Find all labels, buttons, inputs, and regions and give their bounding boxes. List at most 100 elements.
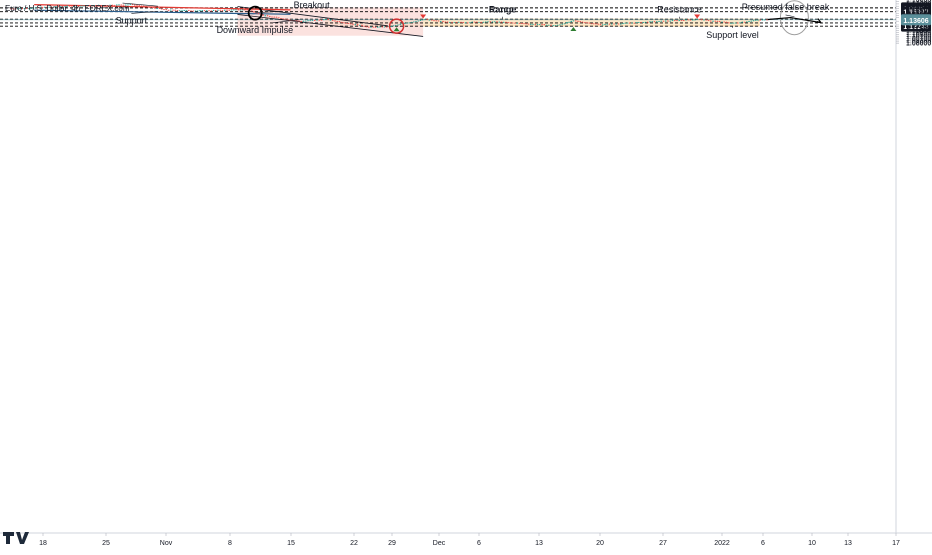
candle-body bbox=[754, 19, 757, 21]
candle-body bbox=[748, 21, 750, 23]
candle-body bbox=[631, 22, 633, 24]
candle-body bbox=[556, 24, 559, 26]
candle-body bbox=[520, 23, 523, 24]
candle-body bbox=[529, 23, 532, 25]
candle-body bbox=[475, 21, 478, 23]
candle-body bbox=[538, 24, 541, 25]
candle-body bbox=[370, 26, 372, 28]
candle-body bbox=[482, 21, 485, 23]
candle-body bbox=[149, 6, 152, 8]
candle-body bbox=[210, 10, 213, 12]
candle-body bbox=[660, 20, 663, 22]
candle-body bbox=[68, 5, 71, 7]
candle-body bbox=[644, 21, 647, 23]
candle-body bbox=[307, 20, 309, 22]
candle-body bbox=[588, 22, 591, 24]
candle-body bbox=[158, 8, 161, 9]
candle-body bbox=[664, 20, 667, 22]
candle-body bbox=[246, 9, 249, 11]
candle-body bbox=[424, 19, 426, 21]
candle-body bbox=[626, 22, 629, 24]
candle-body bbox=[694, 19, 696, 21]
candle-body bbox=[613, 23, 615, 25]
candle-body bbox=[21, 8, 24, 10]
candle-body bbox=[235, 9, 237, 11]
candle-body bbox=[352, 23, 354, 25]
candle-body bbox=[39, 7, 42, 9]
candle-body bbox=[599, 24, 602, 25]
candle-body bbox=[563, 23, 566, 25]
candle-body bbox=[426, 19, 429, 21]
candle-body bbox=[165, 9, 168, 10]
y-tick-label: 1.15500 bbox=[906, 8, 931, 15]
y-tick-label: 1.16500 bbox=[906, 4, 931, 11]
candle-body bbox=[466, 22, 469, 24]
candle-body bbox=[457, 21, 460, 23]
candle-body bbox=[102, 5, 105, 6]
annotation-label-1: Support bbox=[116, 15, 148, 25]
candle-body bbox=[550, 24, 552, 26]
candle-body bbox=[226, 9, 228, 11]
candle-body bbox=[766, 19, 768, 21]
annotation-label-6: Support level bbox=[706, 30, 759, 40]
candle-body bbox=[658, 21, 660, 22]
candles-layer bbox=[10, 3, 768, 28]
candle-body bbox=[523, 23, 525, 25]
x-tick-label: 17 bbox=[892, 540, 900, 547]
candle-body bbox=[338, 21, 341, 23]
y-tick-label: 1.08600 bbox=[906, 41, 931, 48]
candle-body bbox=[284, 18, 287, 20]
candle-body bbox=[642, 22, 645, 23]
candle-body bbox=[203, 10, 206, 12]
candle-body bbox=[275, 16, 278, 18]
candle-body bbox=[606, 23, 609, 25]
candle-body bbox=[703, 19, 705, 21]
y-tick-label: 1.10900 bbox=[906, 30, 931, 37]
candle-body bbox=[759, 19, 762, 21]
candle-body bbox=[745, 21, 748, 23]
candle-body bbox=[282, 18, 285, 20]
candle-body bbox=[239, 9, 242, 11]
candle-body bbox=[142, 5, 145, 7]
candle-body bbox=[185, 10, 188, 11]
candle-body bbox=[763, 19, 766, 21]
x-tick-label: 18 bbox=[39, 540, 47, 547]
candle-body bbox=[534, 23, 537, 25]
candle-body bbox=[761, 19, 764, 21]
candle-body bbox=[82, 5, 84, 7]
y-tick-label: 1.17500 bbox=[906, 0, 931, 6]
candle-body bbox=[318, 19, 321, 21]
candle-body bbox=[624, 22, 627, 24]
candle-body bbox=[140, 5, 143, 7]
candle-body bbox=[509, 22, 512, 24]
candle-body bbox=[190, 10, 192, 12]
candle-body bbox=[12, 8, 15, 10]
candle-body bbox=[187, 10, 190, 11]
annotation-leader-2 bbox=[255, 10, 282, 14]
candle-body bbox=[689, 19, 692, 21]
x-tick-label: 15 bbox=[287, 540, 295, 547]
candle-body bbox=[707, 19, 710, 21]
x-tick-label: 6 bbox=[761, 540, 765, 547]
current-price-label-bg bbox=[901, 14, 931, 26]
candle-body bbox=[448, 22, 451, 23]
candle-body bbox=[55, 6, 57, 8]
candle-body bbox=[478, 21, 480, 23]
candle-body bbox=[498, 21, 501, 23]
candle-body bbox=[408, 22, 411, 24]
candle-body bbox=[545, 24, 548, 26]
y-tick-label: 1.12500 bbox=[906, 22, 931, 29]
candle-body bbox=[750, 20, 753, 22]
candle-body bbox=[52, 6, 55, 8]
candle-body bbox=[595, 23, 597, 25]
annotation-leader-3 bbox=[272, 19, 300, 24]
candle-body bbox=[651, 21, 654, 23]
x-tick-label: 13 bbox=[535, 540, 543, 547]
annotation-leader-1 bbox=[131, 11, 158, 14]
candle-body bbox=[325, 19, 327, 20]
false-break-ellipse bbox=[779, 0, 809, 36]
candle-body bbox=[316, 19, 318, 21]
